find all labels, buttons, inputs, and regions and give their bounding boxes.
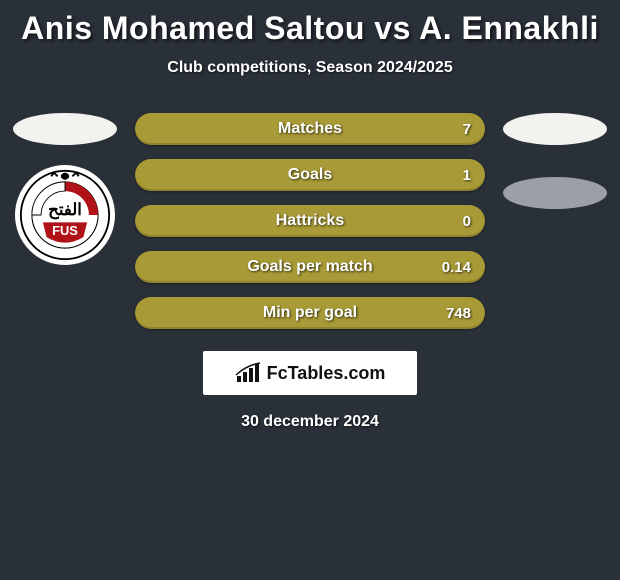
comparison-card: Anis Mohamed Saltou vs A. Ennakhli Club …: [0, 0, 620, 431]
stat-right-value: 748: [446, 305, 471, 322]
left-column: الفتح FUS: [13, 113, 117, 265]
stat-bar-min-per-goal: Min per goal 748: [135, 297, 485, 329]
brand-text: FcTables.com: [267, 363, 386, 384]
stat-right-value: 0.14: [442, 259, 471, 276]
stat-label: Goals per match: [135, 258, 485, 276]
main-row: الفتح FUS Matches 7 Goals 1: [0, 113, 620, 329]
fus-logo-icon: الفتح FUS: [19, 169, 111, 261]
club-logo-left: الفتح FUS: [15, 165, 115, 265]
stat-right-value: 1: [463, 167, 471, 184]
stat-label: Goals: [135, 166, 485, 184]
stat-right-value: 0: [463, 213, 471, 230]
stat-label: Min per goal: [135, 304, 485, 322]
player-avatar-left: [13, 113, 117, 145]
bar-chart-icon: [235, 362, 261, 384]
date-text: 30 december 2024: [0, 413, 620, 431]
stat-bar-matches: Matches 7: [135, 113, 485, 145]
subtitle: Club competitions, Season 2024/2025: [0, 59, 620, 77]
page-title: Anis Mohamed Saltou vs A. Ennakhli: [0, 10, 620, 47]
svg-text:الفتح: الفتح: [48, 200, 82, 220]
brand-badge: FcTables.com: [203, 351, 417, 395]
player-avatar-right: [503, 113, 607, 145]
svg-text:FUS: FUS: [52, 223, 78, 238]
stat-bar-goals-per-match: Goals per match 0.14: [135, 251, 485, 283]
stat-bar-goals: Goals 1: [135, 159, 485, 191]
stat-bars: Matches 7 Goals 1 Hattricks 0 Goals per …: [135, 113, 485, 329]
stat-label: Hattricks: [135, 212, 485, 230]
stat-bar-hattricks: Hattricks 0: [135, 205, 485, 237]
club-avatar-right: [503, 177, 607, 209]
right-column: [503, 113, 607, 209]
stat-right-value: 7: [463, 121, 471, 138]
stat-label: Matches: [135, 120, 485, 138]
